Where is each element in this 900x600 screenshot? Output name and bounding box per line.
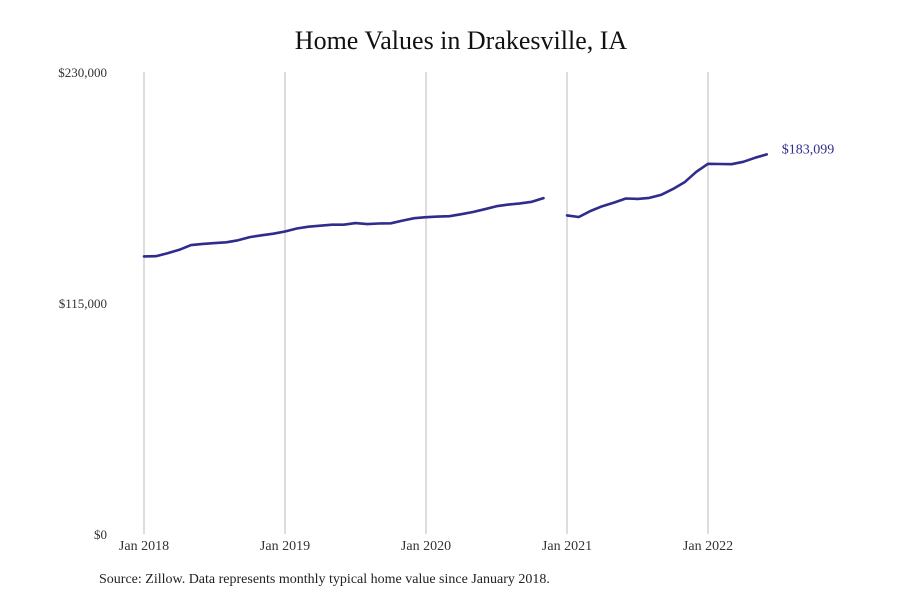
x-tick-label: Jan 2021 [542, 539, 592, 554]
x-tick-label: Jan 2020 [401, 539, 451, 554]
chart-title: Home Values in Drakesville, IA [294, 26, 628, 55]
last-value-label: $183,099 [782, 142, 835, 157]
series-line-segment [565, 153, 769, 219]
series-line-segment [142, 196, 545, 258]
y-axis-ticks: $0 $115,000 $230,000 [58, 65, 107, 542]
x-tick-label: Jan 2018 [119, 539, 169, 554]
y-tick-label: $115,000 [59, 296, 107, 311]
y-tick-label: $0 [94, 527, 107, 542]
x-tick-label: Jan 2019 [260, 539, 310, 554]
series-layer [142, 153, 769, 258]
x-axis-ticks: Jan 2018 Jan 2019 Jan 2020 Jan 2021 Jan 2022 [119, 539, 733, 554]
y-tick-label: $230,000 [58, 65, 107, 80]
gridlines [143, 72, 709, 534]
x-tick-label: Jan 2022 [683, 539, 733, 554]
source-note: Source: Zillow. Data represents monthly … [99, 572, 550, 587]
